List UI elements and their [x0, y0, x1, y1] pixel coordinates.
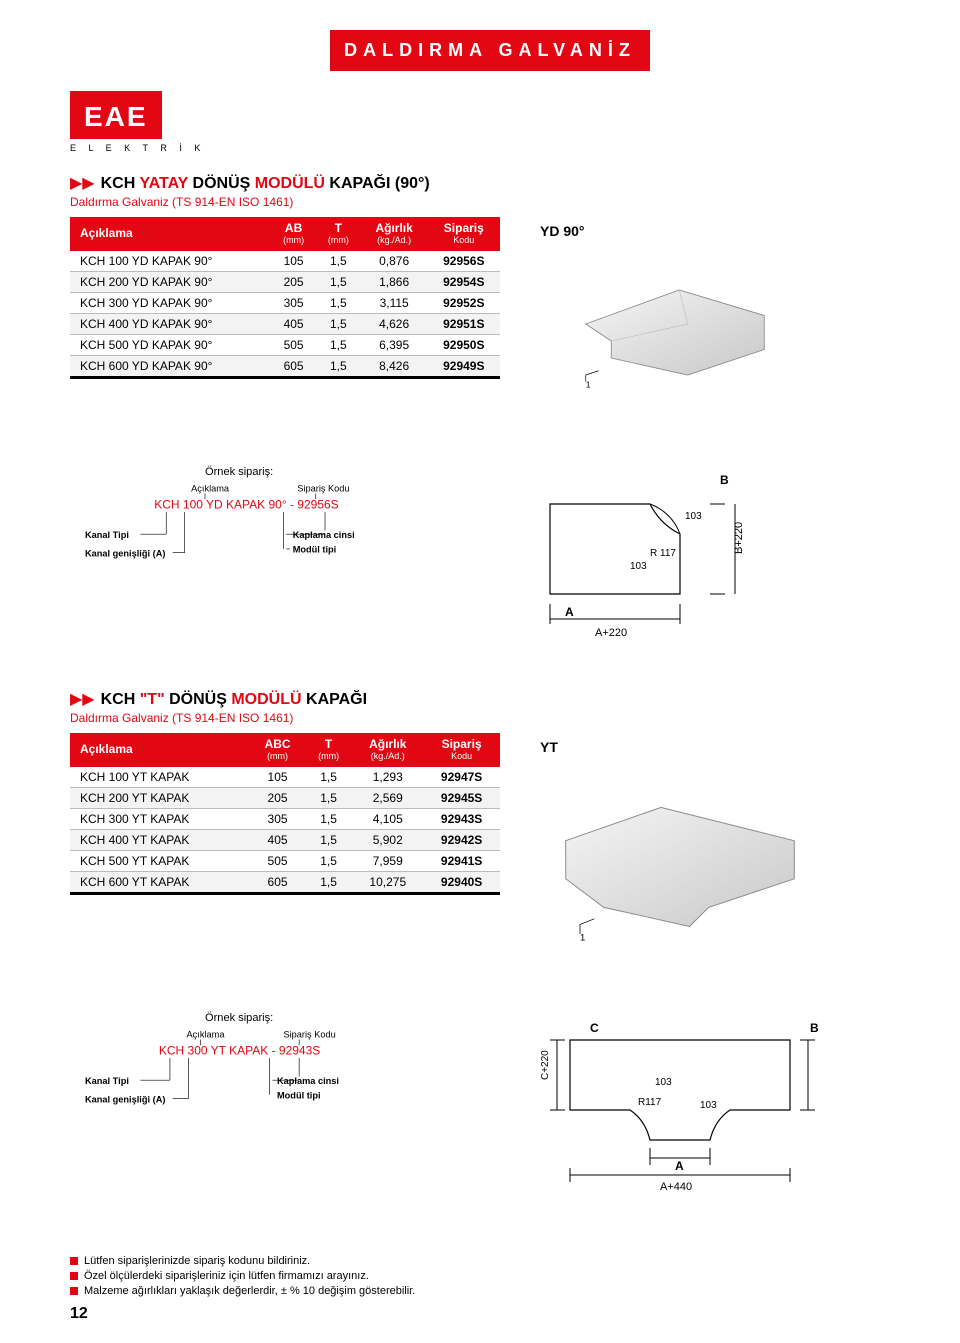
svg-text:Açıklama: Açıklama	[187, 1030, 226, 1040]
section1-right-label: YD 90°	[540, 217, 810, 239]
svg-text:Kaplama cinsi: Kaplama cinsi	[293, 530, 355, 540]
svg-text:Kaplama cinsi: Kaplama cinsi	[277, 1076, 339, 1086]
svg-text:R117: R117	[638, 1097, 662, 1108]
svg-text:KCH 100 YD KAPAK 90° - 92956S: KCH 100 YD KAPAK 90° - 92956S	[154, 497, 338, 511]
table-row: KCH 100 YD KAPAK 90°1051,50,87692956S	[70, 250, 500, 272]
t-cover-illustration: 1	[540, 755, 820, 955]
svg-text:A+440: A+440	[660, 1181, 692, 1193]
col-ab: AB(mm)	[271, 217, 316, 250]
section1-example: Örnek sipariş: Açıklama Sipariş Kodu KCH…	[70, 464, 450, 587]
arrows-icon: ▶▶	[70, 689, 95, 709]
svg-text:103: 103	[685, 511, 702, 522]
svg-text:Kanal Tipi: Kanal Tipi	[85, 530, 129, 540]
svg-text:C: C	[590, 1021, 599, 1035]
svg-text:Örnek sipariş:: Örnek sipariş:	[205, 1012, 273, 1024]
page-number: 12	[70, 1305, 910, 1323]
l-cover-illustration: 1	[540, 239, 810, 409]
section2-subtitle: Daldırma Galvaniz (TS 914-EN ISO 1461)	[70, 711, 910, 725]
col-weight: Ağırlık(kg./Ad.)	[361, 217, 428, 250]
logo-text: EAE	[70, 91, 162, 139]
section2-right-label: YT	[540, 733, 820, 755]
svg-text:Açıklama: Açıklama	[191, 484, 230, 494]
arrows-icon: ▶▶	[70, 173, 95, 193]
table-row: KCH 200 YD KAPAK 90°2051,51,86692954S	[70, 272, 500, 293]
svg-text:1: 1	[580, 933, 585, 944]
table-row: KCH 600 YT KAPAK6051,510,27592940S	[70, 872, 500, 894]
svg-text:Kanal Tipi: Kanal Tipi	[85, 1076, 129, 1086]
section2-example: Örnek sipariş: Açıklama Sipariş Kodu KCH…	[70, 1010, 450, 1133]
svg-text:R 117: R 117	[650, 548, 676, 559]
col-code: SiparişKodu	[428, 217, 500, 250]
svg-text:Sipariş Kodu: Sipariş Kodu	[297, 484, 349, 494]
svg-text:Kanal genişliği (A): Kanal genişliği (A)	[85, 1094, 165, 1104]
svg-text:Modül tipi: Modül tipi	[293, 545, 337, 555]
table-row: KCH 600 YD KAPAK 90°6051,58,42692949S	[70, 356, 500, 378]
section1-title: ▶▶ KCH YATAY DÖNÜŞ MODÜLÜ KAPAĞI (90°)	[70, 173, 910, 193]
footnotes: Lütfen siparişlerinizde sipariş kodunu b…	[70, 1255, 910, 1297]
logo: EAE E L E K T R İ K	[70, 91, 910, 153]
col-t: T(mm)	[316, 217, 361, 250]
svg-text:1: 1	[586, 380, 591, 390]
svg-text:A: A	[675, 1159, 684, 1173]
svg-text:B: B	[810, 1021, 819, 1035]
section2-title: ▶▶ KCH "T" DÖNÜŞ MODÜLÜ KAPAĞI	[70, 689, 910, 709]
svg-text:Kanal genişliği (A): Kanal genişliği (A)	[85, 548, 165, 558]
svg-text:103: 103	[655, 1077, 672, 1088]
table-row: KCH 500 YD KAPAK 90°5051,56,39592950S	[70, 335, 500, 356]
section1-table: Açıklama AB(mm) T(mm) Ağırlık(kg./Ad.) S…	[70, 217, 500, 379]
section2-table: Açıklama ABC(mm) T(mm) Ağırlık(kg./Ad.) …	[70, 733, 500, 895]
svg-text:C+220: C+220	[540, 1050, 551, 1080]
table-row: KCH 400 YT KAPAK4051,55,90292942S	[70, 830, 500, 851]
table-row: KCH 300 YT KAPAK3051,54,10592943S	[70, 809, 500, 830]
col-aciklama: Açıklama	[70, 217, 271, 250]
table-row: KCH 400 YD KAPAK 90°4051,54,62692951S	[70, 314, 500, 335]
header-band: DALDIRMA GALVANİZ	[330, 30, 650, 71]
svg-text:KCH 300 YT KAPAK - 92943S: KCH 300 YT KAPAK - 92943S	[159, 1043, 320, 1057]
svg-text:Örnek sipariş:: Örnek sipariş:	[205, 466, 273, 478]
footnote-item: Lütfen siparişlerinizde sipariş kodunu b…	[70, 1255, 910, 1267]
logo-subtext: E L E K T R İ K	[70, 143, 910, 153]
table-row: KCH 100 YT KAPAK1051,51,29392947S	[70, 766, 500, 788]
footnote-item: Özel ölçülerdeki siparişleriniz için lüt…	[70, 1270, 910, 1282]
svg-text:Sipariş Kodu: Sipariş Kodu	[283, 1030, 335, 1040]
table-row: KCH 300 YD KAPAK 90°3051,53,11592952S	[70, 293, 500, 314]
footnote-item: Malzeme ağırlıkları yaklaşık değerlerdir…	[70, 1285, 910, 1297]
svg-text:103: 103	[630, 561, 647, 572]
section1-dim-diagram: B B+220 103 103 R 117 A A+220	[510, 464, 810, 649]
table-row: KCH 200 YT KAPAK2051,52,56992945S	[70, 788, 500, 809]
table-row: KCH 500 YT KAPAK5051,57,95992941S	[70, 851, 500, 872]
section2-dim-diagram: C+220 C B 103 103 R117 A A+440	[510, 1010, 810, 1215]
svg-text:A: A	[565, 605, 574, 619]
svg-text:Modül tipi: Modül tipi	[277, 1091, 321, 1101]
svg-text:B: B	[720, 473, 729, 487]
section1-subtitle: Daldırma Galvaniz (TS 914-EN ISO 1461)	[70, 195, 910, 209]
svg-text:103: 103	[700, 1100, 717, 1111]
svg-text:A+220: A+220	[595, 627, 627, 639]
